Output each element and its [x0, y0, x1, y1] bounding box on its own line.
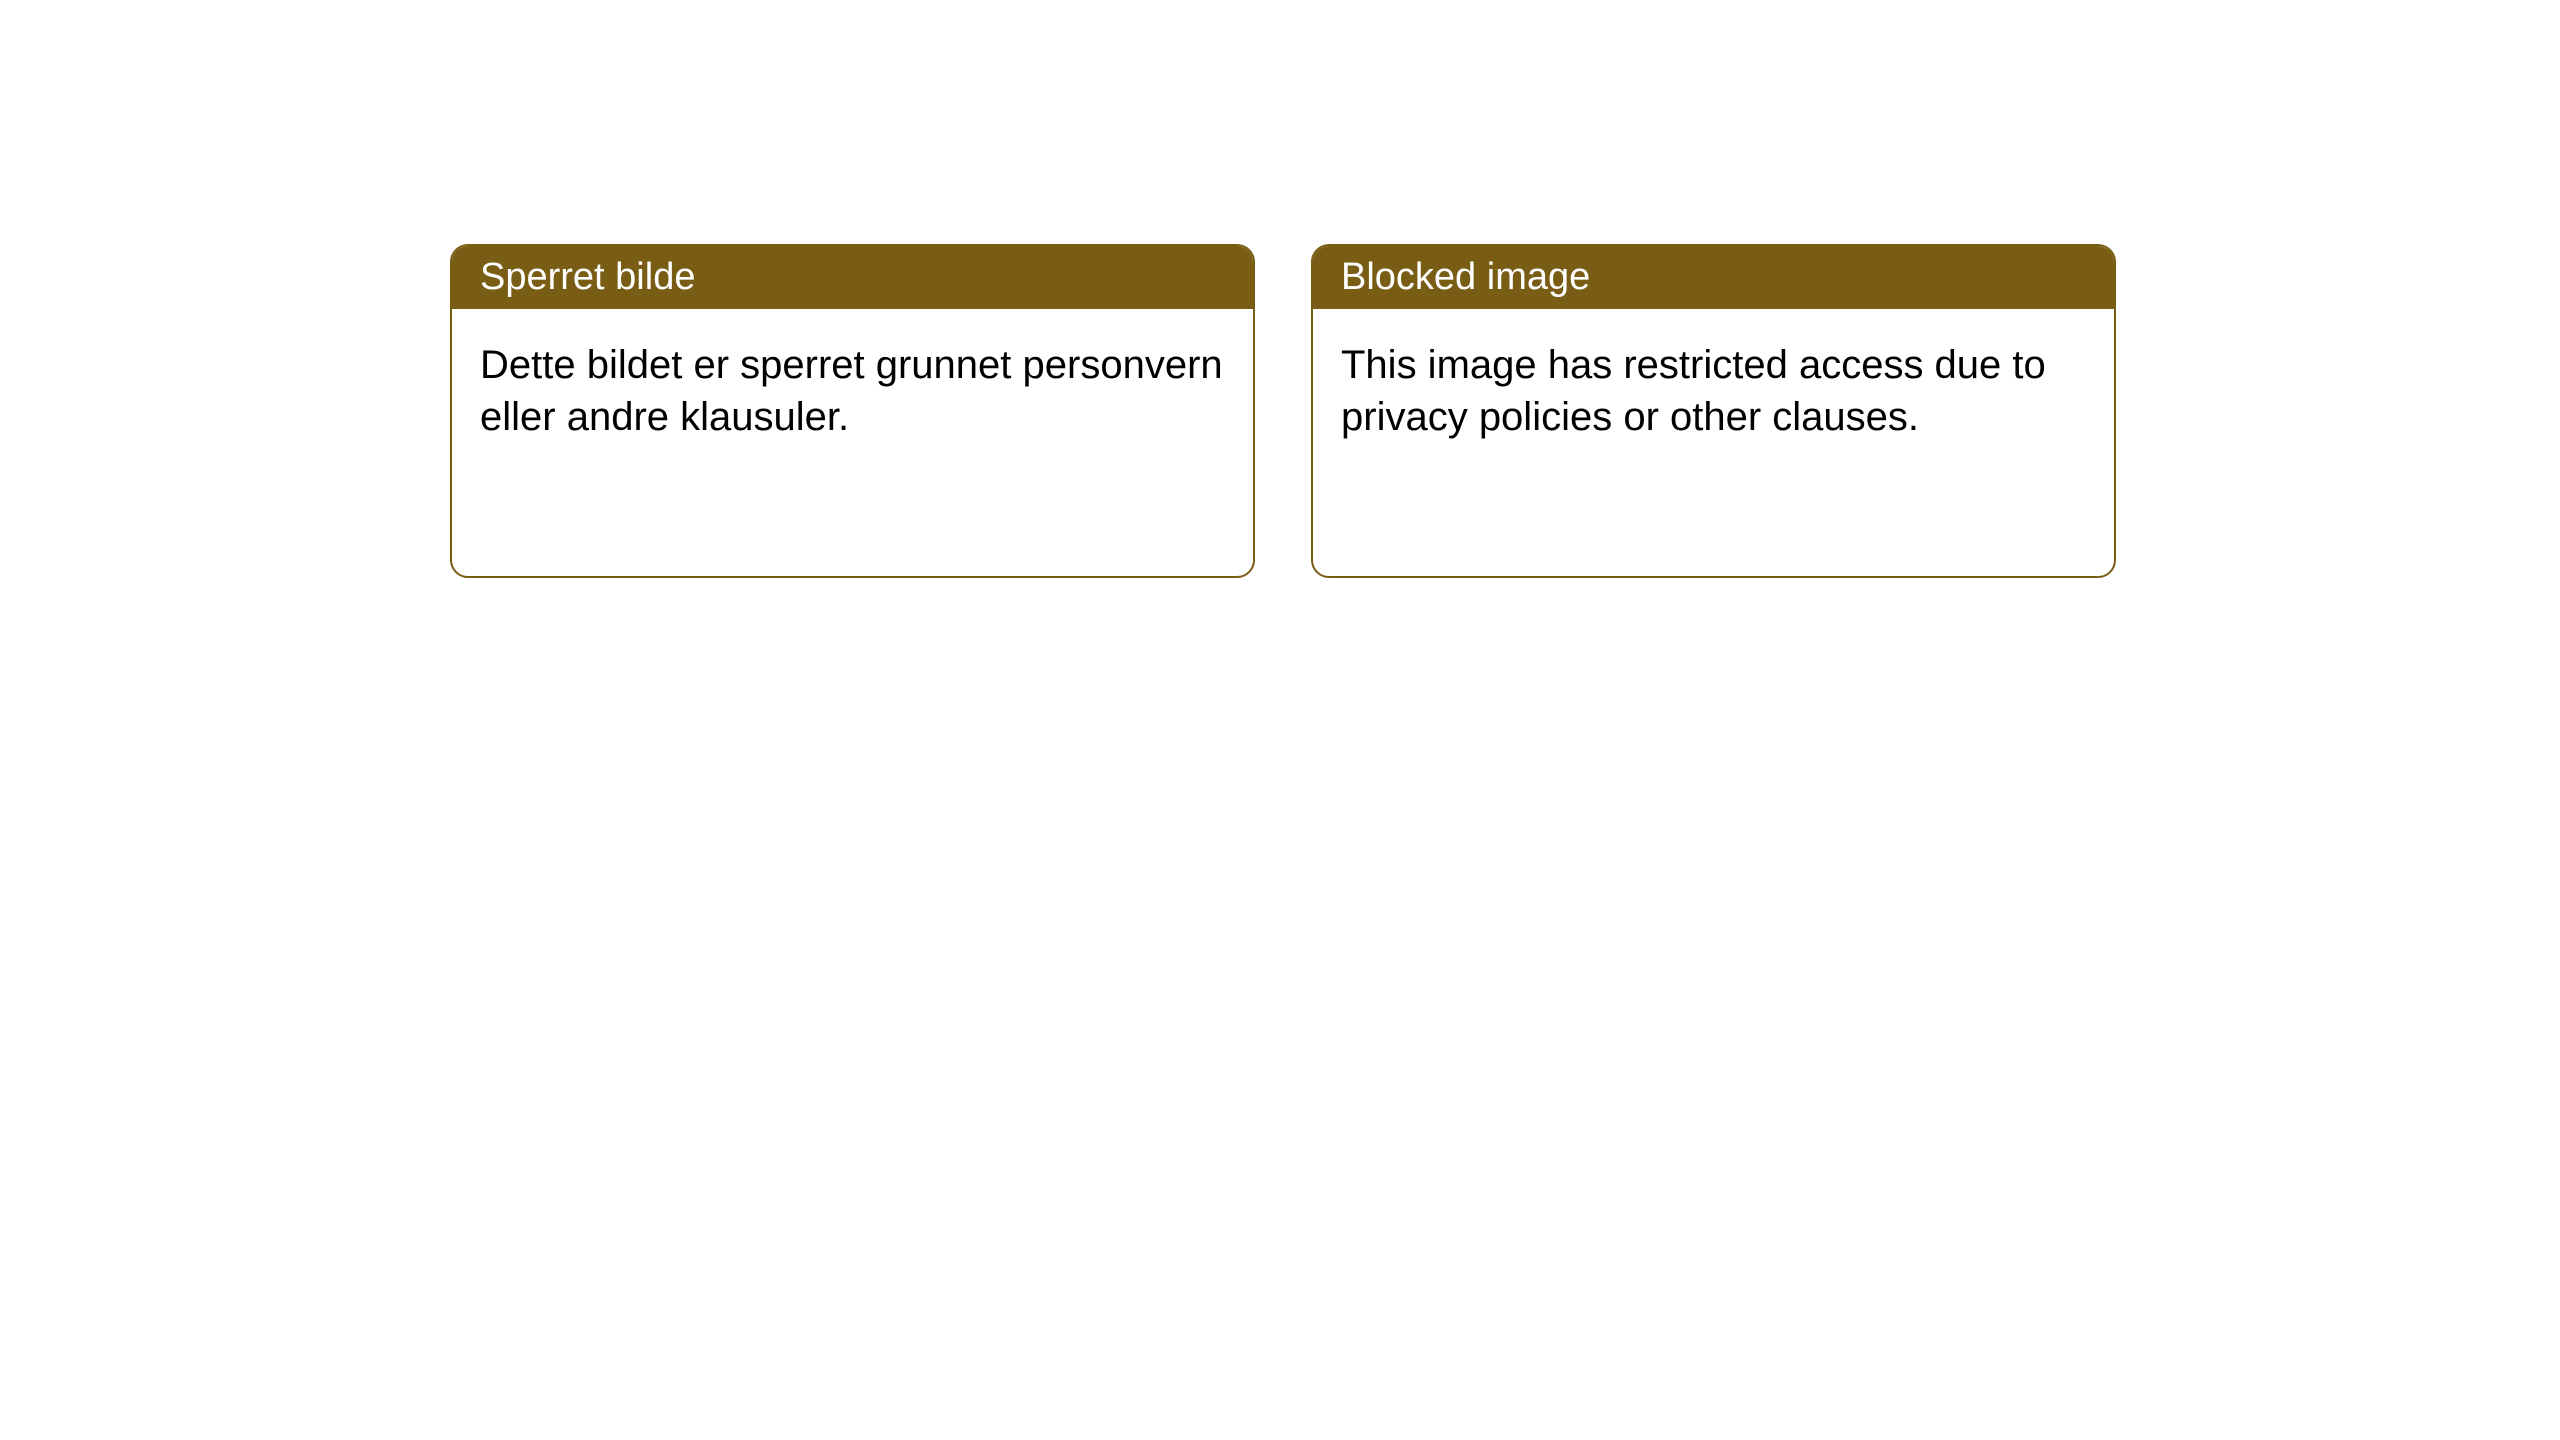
- card-title: Blocked image: [1341, 256, 1590, 298]
- card-body-text: Dette bildet er sperret grunnet personve…: [480, 343, 1223, 439]
- card-body: Dette bildet er sperret grunnet personve…: [452, 309, 1253, 473]
- card-header: Blocked image: [1313, 246, 2114, 309]
- card-header: Sperret bilde: [452, 246, 1253, 309]
- card-body: This image has restricted access due to …: [1313, 309, 2114, 473]
- notice-card-norwegian: Sperret bilde Dette bildet er sperret gr…: [450, 244, 1255, 578]
- card-title: Sperret bilde: [480, 256, 695, 298]
- card-body-text: This image has restricted access due to …: [1341, 343, 2046, 439]
- notice-container: Sperret bilde Dette bildet er sperret gr…: [450, 244, 2116, 578]
- notice-card-english: Blocked image This image has restricted …: [1311, 244, 2116, 578]
